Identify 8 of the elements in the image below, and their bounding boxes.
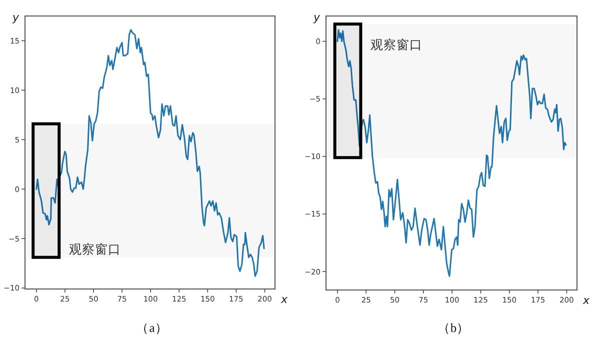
ylabel: y <box>12 11 19 24</box>
caption: （a） <box>136 321 168 335</box>
xlabel: x <box>281 293 288 306</box>
ylabel: y <box>313 11 320 24</box>
caption: （b） <box>437 321 470 335</box>
annotation: 观察窗口 <box>69 241 122 256</box>
annotation: 观察窗口 <box>370 37 423 52</box>
xlabel: x <box>583 294 590 307</box>
